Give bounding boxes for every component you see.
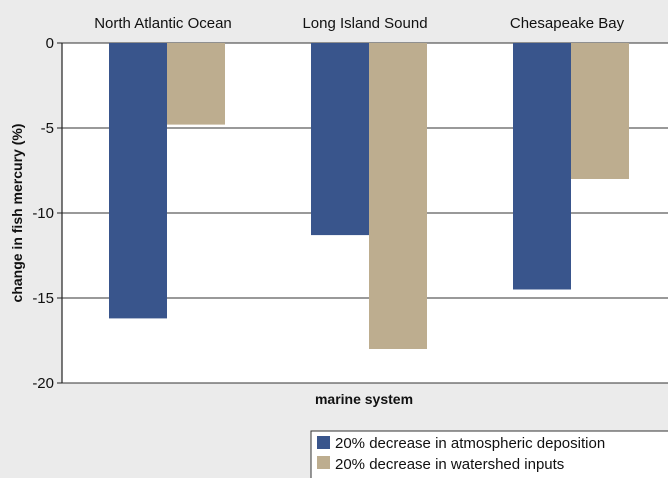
legend: 20% decrease in atmospheric deposition 2… [310, 430, 668, 478]
category-label-2: Chesapeake Bay [510, 15, 625, 32]
bar-s1-c1 [369, 43, 427, 349]
legend-label-watershed: 20% decrease in watershed inputs [335, 456, 564, 473]
y-tick-label-1: -5 [41, 120, 54, 137]
bar-s1-c0 [167, 43, 225, 125]
legend-swatch-atmospheric [317, 436, 330, 449]
legend-swatch-watershed [317, 456, 330, 469]
legend-label-atmospheric: 20% decrease in atmospheric deposition [335, 435, 605, 452]
y-tick-label-2: -10 [32, 205, 54, 222]
x-axis-label: marine system [315, 391, 413, 407]
y-tick-label-0: 0 [46, 35, 54, 52]
category-labels: North Atlantic Ocean Long Island Sound Che… [94, 15, 624, 32]
category-label-0: North Atlantic Ocean [94, 15, 232, 32]
bar-s0-c1 [311, 43, 369, 236]
category-label-1: Long Island Sound [302, 15, 427, 32]
y-axis-ticks: 0 -5 -10 -15 -20 [32, 35, 62, 392]
legend-box [310, 430, 668, 478]
y-axis-label: change in fish mercury (%) [9, 124, 25, 303]
bar-s0-c2 [513, 43, 571, 290]
bars [109, 43, 629, 349]
y-tick-label-4: -20 [32, 375, 54, 392]
bar-s1-c2 [571, 43, 629, 179]
bar-s0-c0 [109, 43, 167, 319]
y-tick-label-3: -15 [32, 290, 54, 307]
